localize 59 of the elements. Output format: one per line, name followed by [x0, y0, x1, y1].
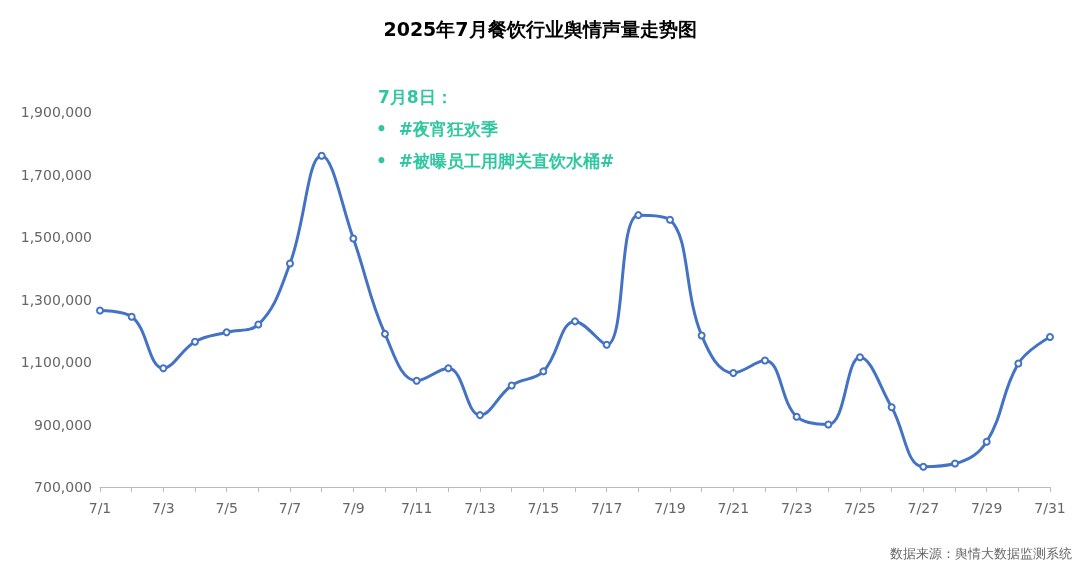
point — [254, 320, 263, 329]
point — [96, 306, 104, 315]
point — [729, 368, 738, 377]
x-tick-label: 7/21 — [717, 500, 750, 516]
point — [634, 211, 643, 220]
x-tick-label: 7/3 — [152, 500, 175, 516]
text: 7月8日： — [378, 86, 453, 107]
point — [824, 420, 833, 429]
annotation: • #夜宵狂欢季 — [376, 118, 498, 139]
x-tick-label: 7/13 — [464, 500, 496, 516]
y-tick-label: 1,300,000 — [20, 291, 92, 308]
chart-title: 2025年7月餐饮行业舆情声量走势图 — [383, 17, 697, 40]
point — [444, 364, 453, 373]
x-tick-label: 7/23 — [780, 500, 813, 516]
point — [951, 459, 959, 468]
point — [381, 329, 389, 338]
point — [539, 367, 548, 376]
point — [349, 234, 358, 243]
point — [127, 312, 136, 321]
point — [761, 356, 769, 365]
x-tick-label: 7/31 — [1034, 500, 1066, 516]
point — [1046, 333, 1054, 341]
x-tick-label: 7/25 — [844, 500, 876, 516]
point — [476, 411, 484, 420]
point — [571, 317, 579, 326]
source-note: 数据来源：舆情大数据监测系统 — [890, 546, 1072, 561]
point — [666, 215, 674, 224]
point — [222, 328, 231, 337]
point — [792, 412, 801, 421]
y-tick-label: 700,000 — [34, 479, 92, 495]
point — [697, 331, 706, 340]
y-tick-label: 1,500,000 — [20, 229, 92, 245]
point — [982, 437, 991, 446]
y-tick-label: 1,700,000 — [20, 166, 92, 183]
x-tick-label: 7/5 — [215, 500, 238, 516]
y-tick-label: 900,000 — [34, 416, 92, 433]
point — [507, 381, 516, 390]
x-tick-label: 7/17 — [590, 500, 623, 516]
x-tick-label: 7/1 — [88, 500, 112, 516]
x-tick-label: 7/15 — [527, 500, 560, 516]
point — [317, 151, 326, 160]
point — [412, 376, 421, 385]
x-tick-label: 7/19 — [654, 500, 686, 516]
x-tick-label: 7/9 — [342, 500, 365, 516]
point — [159, 364, 168, 373]
x-tick-label: 7/11 — [400, 500, 433, 516]
point — [1014, 359, 1023, 368]
point — [602, 340, 611, 349]
x-tick-label: 7/7 — [278, 500, 302, 516]
y-tick-label: 1,100,000 — [20, 354, 92, 370]
point — [887, 403, 896, 412]
x-tick-label: 7/29 — [970, 500, 1003, 516]
y-tick-label: 1,900,000 — [20, 104, 92, 120]
annotation: • #被曝员工用脚关直饮水桶# — [376, 150, 615, 171]
x-tick-label: 7/27 — [907, 500, 940, 516]
point — [191, 337, 199, 346]
point — [856, 353, 864, 362]
point — [919, 462, 928, 471]
point — [286, 259, 294, 268]
